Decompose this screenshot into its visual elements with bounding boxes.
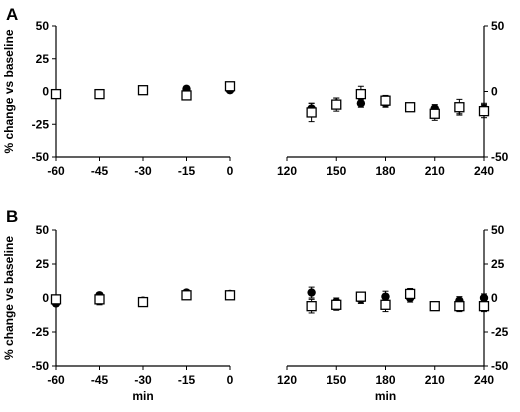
data-point-open-square-right (331, 299, 342, 310)
data-point-open-square-right (429, 108, 440, 119)
data-point-open-square-left (224, 81, 236, 92)
data-point-filled-circle-right (356, 99, 366, 108)
x-tick-label-right: 120 (277, 373, 297, 387)
x-tick-label-right: 240 (474, 164, 494, 178)
data-point-open-square-left (224, 290, 236, 301)
data-point-open-square-right (478, 106, 490, 117)
y-tick-label-left: -25 (32, 325, 50, 339)
x-tick-label-right: 180 (375, 164, 395, 178)
data-point-open-square-left (137, 296, 149, 308)
x-axis-title-right: min (375, 389, 396, 403)
x-tick-label-left: -45 (91, 164, 109, 178)
data-point-open-square-left (94, 88, 105, 100)
y-tick-label-right: 0 (491, 85, 498, 99)
x-tick-label-right: 240 (474, 373, 494, 387)
data-point-open-square-right (478, 301, 490, 312)
x-tick-label-right: 180 (375, 373, 395, 387)
data-point-filled-circle-right (479, 293, 489, 303)
data-point-open-square-right (404, 288, 416, 300)
data-point-open-square-left (137, 85, 149, 96)
y-axis-title: % change vs baseline (2, 29, 16, 153)
y-tick-label-left: 50 (36, 223, 50, 237)
y-tick-label-right: 0 (491, 291, 498, 305)
y-axis-title: % change vs baseline (2, 236, 16, 360)
x-tick-label-left: -45 (91, 373, 109, 387)
x-tick-label-right: 150 (326, 373, 346, 387)
x-tick-label-left: -15 (178, 164, 196, 178)
x-tick-label-left: -15 (178, 373, 196, 387)
y-tick-label-left: -50 (32, 359, 50, 373)
data-point-open-square-right (306, 107, 317, 118)
x-tick-label-left: -30 (134, 373, 152, 387)
y-tick-label-left: 50 (36, 19, 50, 33)
data-point-open-square-left (50, 88, 62, 100)
data-point-open-square-right (380, 299, 391, 310)
x-tick-label-right: 210 (425, 373, 445, 387)
data-point-open-square-right (454, 301, 465, 312)
data-point-open-square-right (454, 102, 465, 113)
data-point-open-square-right (331, 99, 342, 110)
x-tick-label-left: -60 (47, 373, 65, 387)
data-point-open-square-right (404, 102, 416, 113)
x-tick-label-right: 150 (326, 164, 346, 178)
y-tick-label-right: -50 (491, 359, 509, 373)
y-tick-label-right: 50 (491, 223, 505, 237)
x-tick-label-right: 210 (425, 164, 445, 178)
data-point-open-square-right (355, 291, 367, 302)
data-point-open-square-right (380, 95, 391, 106)
y-tick-label-right: -50 (491, 150, 509, 164)
y-tick-label-left: 25 (36, 257, 50, 271)
y-tick-label-left: 25 (36, 52, 50, 66)
data-point-open-square-left (181, 90, 192, 101)
data-point-open-square-left (94, 294, 105, 305)
y-tick-label-left: 0 (42, 291, 49, 305)
x-tick-label-left: -60 (47, 164, 65, 178)
data-point-open-square-right (306, 301, 317, 312)
panel-label: A (6, 5, 18, 24)
x-tick-label-left: 0 (227, 373, 234, 387)
y-tick-label-right: 50 (491, 19, 505, 33)
panel-label: B (6, 207, 18, 226)
data-point-open-square-right (355, 88, 367, 100)
y-tick-label-left: 0 (42, 85, 49, 99)
y-tick-label-left: -25 (32, 117, 50, 131)
data-point-open-square-right (429, 301, 440, 312)
y-tick-label-right: -25 (491, 325, 509, 339)
x-tick-label-left: 0 (227, 164, 234, 178)
y-tick-label-right: 25 (491, 257, 505, 271)
data-point-open-square-left (181, 290, 192, 301)
data-point-filled-circle-right (307, 288, 316, 297)
x-tick-label-left: -30 (134, 164, 152, 178)
x-axis-title-left: min (132, 389, 153, 403)
data-point-filled-circle-right (381, 292, 390, 301)
x-tick-label-right: 120 (277, 164, 297, 178)
data-point-open-square-left (50, 294, 62, 305)
y-tick-label-left: -50 (32, 150, 50, 164)
